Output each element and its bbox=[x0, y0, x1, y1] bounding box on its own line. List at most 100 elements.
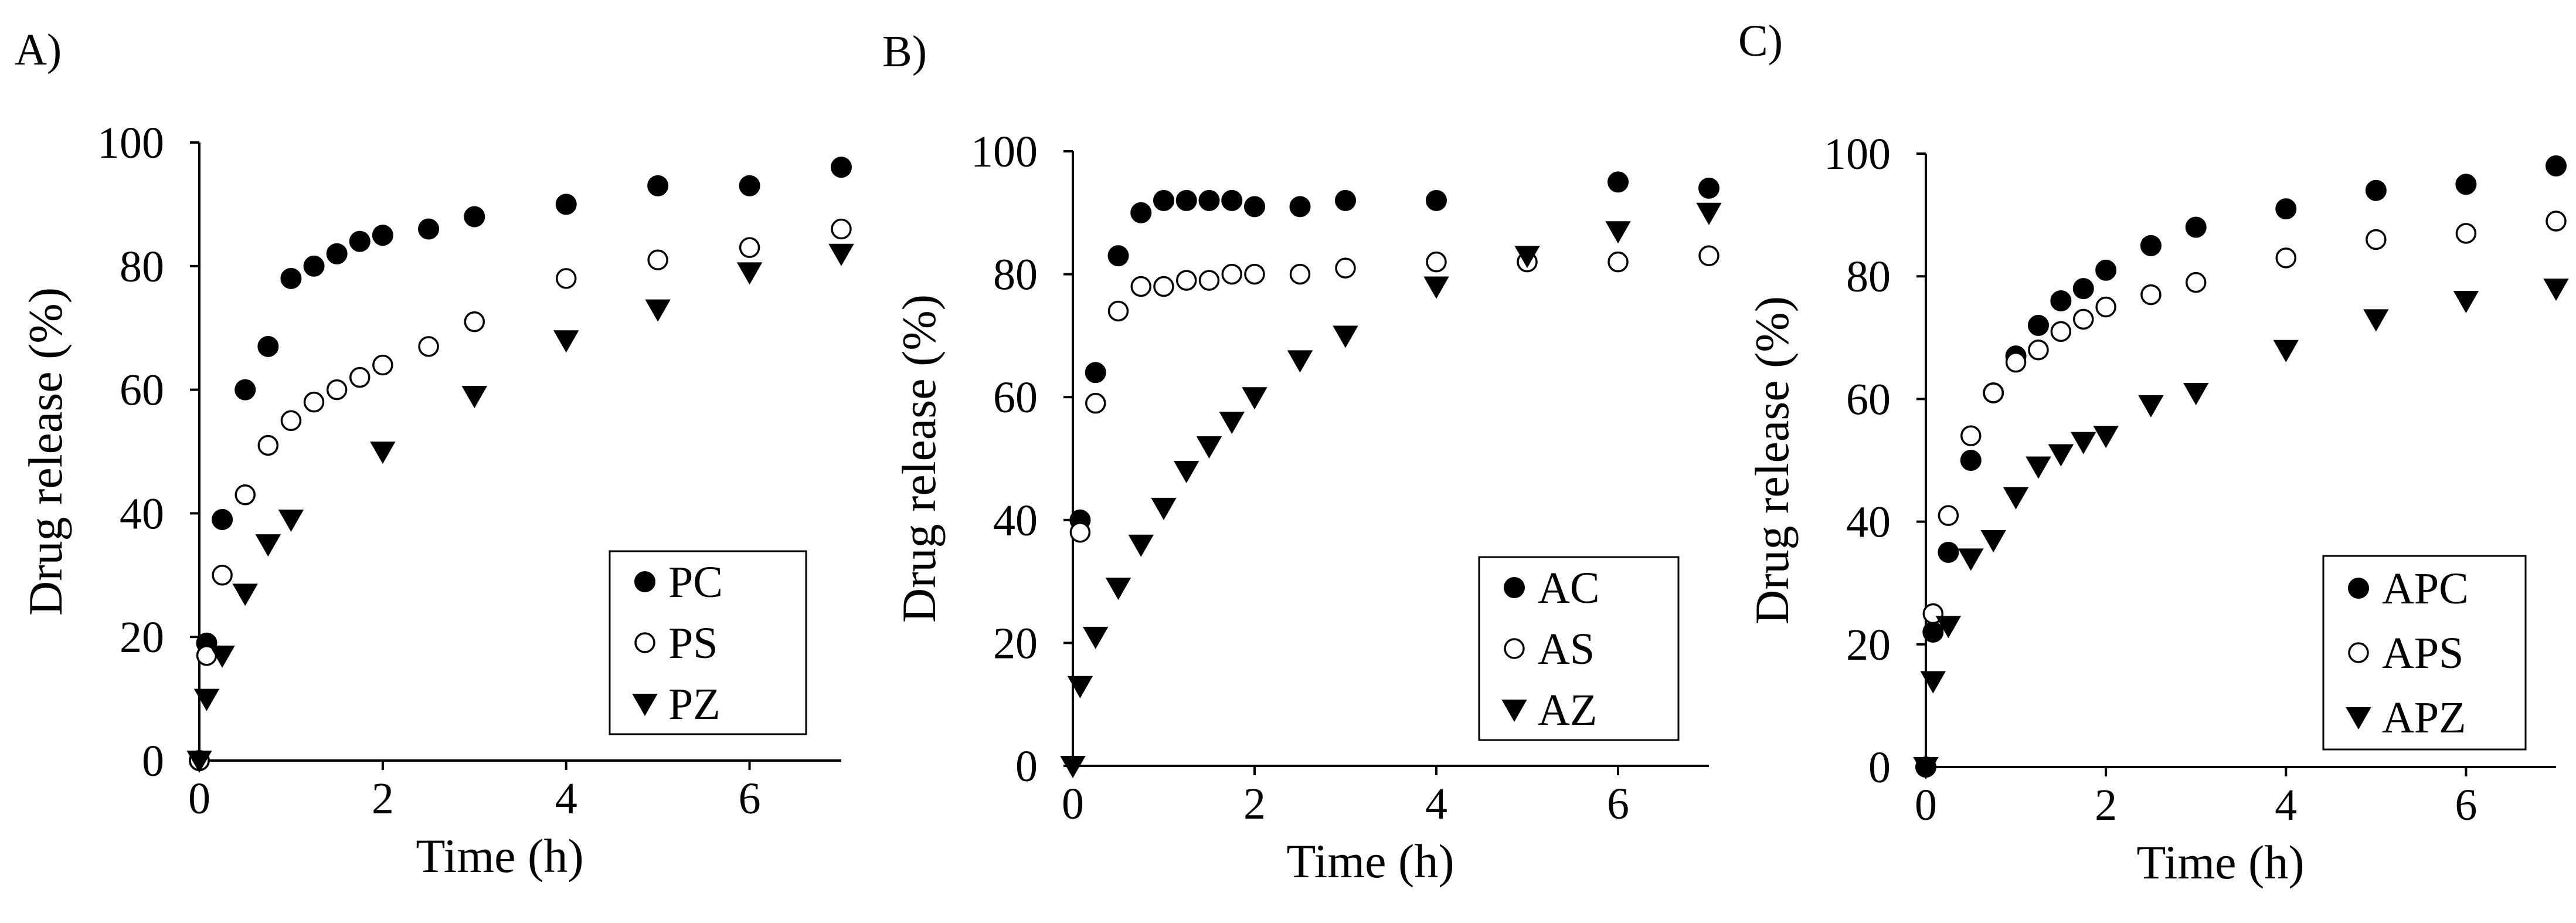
data-point-apz bbox=[2183, 382, 2209, 405]
data-point-ps bbox=[326, 379, 348, 401]
data-point-pc bbox=[647, 175, 669, 196]
data-point-ac bbox=[1107, 245, 1129, 267]
x-tick-label: 6 bbox=[2455, 781, 2477, 830]
x-tick-label: 6 bbox=[1607, 779, 1629, 829]
data-point-ac bbox=[1698, 177, 1719, 199]
data-point-ps bbox=[349, 367, 371, 388]
data-point-ps bbox=[647, 249, 668, 271]
legend-marker-apc bbox=[2348, 578, 2369, 599]
legend-marker-aps bbox=[2348, 642, 2369, 663]
data-point-ps bbox=[372, 354, 393, 376]
data-point-apz bbox=[2048, 444, 2074, 467]
data-point-az bbox=[1060, 756, 1086, 779]
x-tick-label: 4 bbox=[555, 774, 577, 823]
legend: AC AS AZ bbox=[1478, 556, 1680, 741]
panel-label: C) bbox=[1738, 16, 1783, 66]
data-point-apc bbox=[2095, 259, 2117, 281]
data-point-apc bbox=[2050, 290, 2072, 312]
data-point-aps bbox=[1960, 425, 1982, 446]
x-tick-label: 2 bbox=[1243, 779, 1266, 829]
data-point-as bbox=[1176, 270, 1197, 291]
data-point-ac bbox=[1175, 189, 1197, 211]
legend-marker-az bbox=[1501, 700, 1527, 722]
data-point-pc bbox=[464, 206, 485, 228]
data-point-aps bbox=[2050, 321, 2072, 342]
data-point-apc bbox=[2275, 198, 2297, 220]
data-point-as bbox=[1608, 251, 1629, 273]
data-point-as bbox=[1085, 392, 1106, 414]
data-point-pc bbox=[555, 194, 577, 215]
data-point-pc bbox=[280, 267, 302, 289]
data-point-apc bbox=[2455, 174, 2477, 195]
y-axis-title: Drug release (%) bbox=[892, 294, 946, 623]
x-tick-label: 4 bbox=[1425, 779, 1447, 829]
data-point-aps bbox=[2185, 272, 2207, 293]
data-point-ac bbox=[1130, 202, 1152, 223]
data-point-pc bbox=[326, 243, 348, 264]
y-tick-label: 60 bbox=[1846, 375, 1891, 424]
data-point-ac bbox=[1198, 189, 1220, 211]
data-point-as bbox=[1698, 245, 1719, 266]
data-point-apz bbox=[2003, 487, 2029, 510]
data-point-az bbox=[1083, 626, 1109, 649]
data-point-pz bbox=[193, 688, 220, 711]
data-point-ac bbox=[1608, 171, 1629, 193]
data-point-ps bbox=[303, 391, 325, 413]
data-point-az bbox=[1128, 534, 1154, 557]
data-point-apz bbox=[2273, 340, 2299, 362]
y-axis-title: Drug release (%) bbox=[1745, 296, 1799, 625]
legend-label-ps: PS bbox=[668, 619, 718, 668]
data-point-apc bbox=[2185, 216, 2207, 238]
legend-label-ac: AC bbox=[1538, 564, 1600, 613]
data-point-apz bbox=[2026, 456, 2051, 479]
y-tick-label: 20 bbox=[993, 619, 1038, 668]
chart-panel-3: C) 0 20 40 60 80 100 0 2 4 6 Time (h) Drug release (… bbox=[1738, 16, 2569, 889]
data-point-az bbox=[1067, 676, 1093, 698]
data-point-pc bbox=[349, 230, 371, 252]
data-point-pc bbox=[303, 255, 325, 277]
data-point-apz bbox=[2363, 309, 2389, 332]
data-point-as bbox=[1289, 263, 1311, 285]
legend-label-apz: APZ bbox=[2382, 693, 2466, 742]
x-tick-label: 2 bbox=[2095, 781, 2117, 830]
data-point-az bbox=[1219, 412, 1245, 435]
data-point-ac bbox=[1153, 189, 1174, 211]
x-axis-title: Time (h) bbox=[416, 829, 583, 883]
data-point-as bbox=[1221, 263, 1242, 285]
data-point-pc bbox=[212, 508, 233, 530]
data-point-apz bbox=[1958, 548, 1984, 571]
series-apz bbox=[1913, 279, 2569, 780]
data-point-az bbox=[1242, 387, 1267, 410]
data-point-as bbox=[1426, 251, 1447, 273]
legend-marker-pc bbox=[634, 571, 655, 592]
legend: PC PS PZ bbox=[609, 550, 807, 735]
series-as bbox=[1069, 245, 1719, 543]
data-point-apc bbox=[2365, 179, 2387, 201]
data-point-az bbox=[1423, 276, 1449, 299]
legend-label-apc: APC bbox=[2382, 564, 2469, 613]
y-tick-label: 60 bbox=[993, 373, 1038, 422]
y-tick-label: 80 bbox=[120, 242, 164, 291]
x-axis-title: Time (h) bbox=[2136, 836, 2304, 889]
legend-label-az: AZ bbox=[1538, 686, 1597, 735]
data-point-aps bbox=[2275, 247, 2297, 269]
data-point-apc bbox=[2072, 278, 2094, 300]
series-az bbox=[1060, 202, 1722, 779]
data-point-as bbox=[1244, 263, 1265, 285]
x-axis-title: Time (h) bbox=[1286, 834, 1454, 888]
data-point-pc bbox=[831, 157, 852, 178]
data-point-apc bbox=[1938, 541, 1959, 563]
data-point-ps bbox=[739, 237, 760, 258]
data-point-az bbox=[1696, 202, 1722, 225]
data-point-apz bbox=[2453, 291, 2479, 314]
legend-marker-pz bbox=[632, 694, 658, 717]
data-point-apz bbox=[1920, 671, 1946, 694]
data-point-aps bbox=[2005, 351, 2027, 373]
data-point-aps bbox=[2073, 308, 2094, 330]
data-point-ac bbox=[1085, 362, 1106, 384]
data-point-az bbox=[1196, 436, 1222, 459]
data-point-apc bbox=[2546, 155, 2567, 177]
data-point-apc bbox=[1960, 450, 1982, 471]
data-point-pc bbox=[235, 379, 256, 401]
data-point-apc bbox=[2027, 314, 2049, 336]
